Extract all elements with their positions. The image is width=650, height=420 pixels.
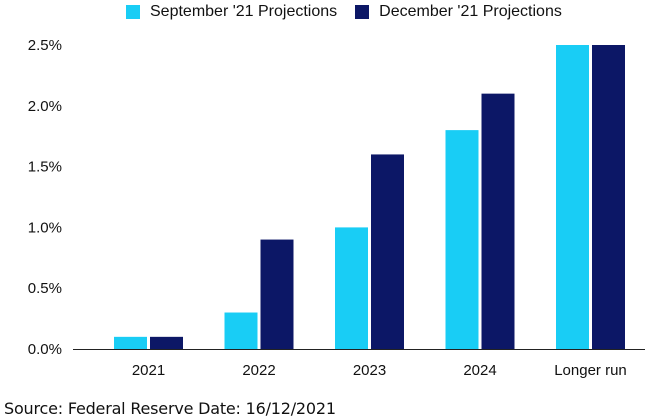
- bar-september-0: [114, 336, 147, 349]
- x-tick-label: 2022: [242, 362, 275, 379]
- y-tick-label: 0.0%: [28, 341, 62, 358]
- y-tick-label: 2.5%: [28, 37, 62, 54]
- x-tick-label: Longer run: [554, 362, 627, 379]
- legend-swatch-september: [126, 5, 140, 19]
- bar-september-2: [335, 227, 368, 349]
- bar-september-3: [445, 130, 479, 349]
- x-tick-label: 2023: [353, 362, 386, 379]
- legend-label-december: December '21 Projections: [379, 3, 562, 20]
- y-tick-label: 1.5%: [28, 159, 62, 176]
- legend-swatch-december: [355, 5, 370, 19]
- bar-december-2: [371, 154, 404, 349]
- legend-item-september: September '21 Projections: [126, 3, 337, 21]
- bar-december-4: [592, 45, 625, 349]
- bar-december-0: [150, 336, 183, 349]
- bar-september-1: [224, 312, 258, 349]
- x-tick-label: 2021: [132, 362, 165, 379]
- legend-item-december: December '21 Projections: [355, 3, 562, 21]
- bar-december-3: [481, 93, 515, 349]
- bar-december-1: [260, 239, 294, 349]
- x-tick-label: 2024: [463, 362, 496, 379]
- y-tick-label: 2.0%: [28, 98, 62, 115]
- legend: September '21 Projections December '21 P…: [126, 3, 580, 21]
- legend-label-september: September '21 Projections: [150, 3, 338, 20]
- bar-september-4: [556, 45, 589, 349]
- source-note: Source: Federal Reserve Date: 16/12/2021: [4, 399, 336, 418]
- y-tick-label: 0.5%: [28, 280, 62, 297]
- y-tick-label: 1.0%: [28, 219, 62, 236]
